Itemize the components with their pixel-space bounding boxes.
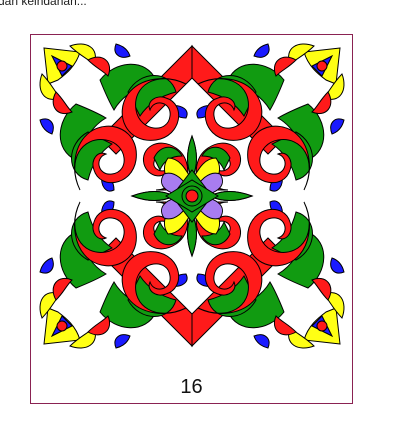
ornament-image[interactable]: [36, 40, 348, 352]
ornament-corner-dots: [56, 60, 328, 332]
page-snippet-text: dan keindahan...: [0, 0, 87, 8]
image-number-label: 16: [180, 376, 203, 398]
ornament-card[interactable]: 16: [30, 34, 353, 404]
ornament-center-flower: [165, 169, 219, 223]
